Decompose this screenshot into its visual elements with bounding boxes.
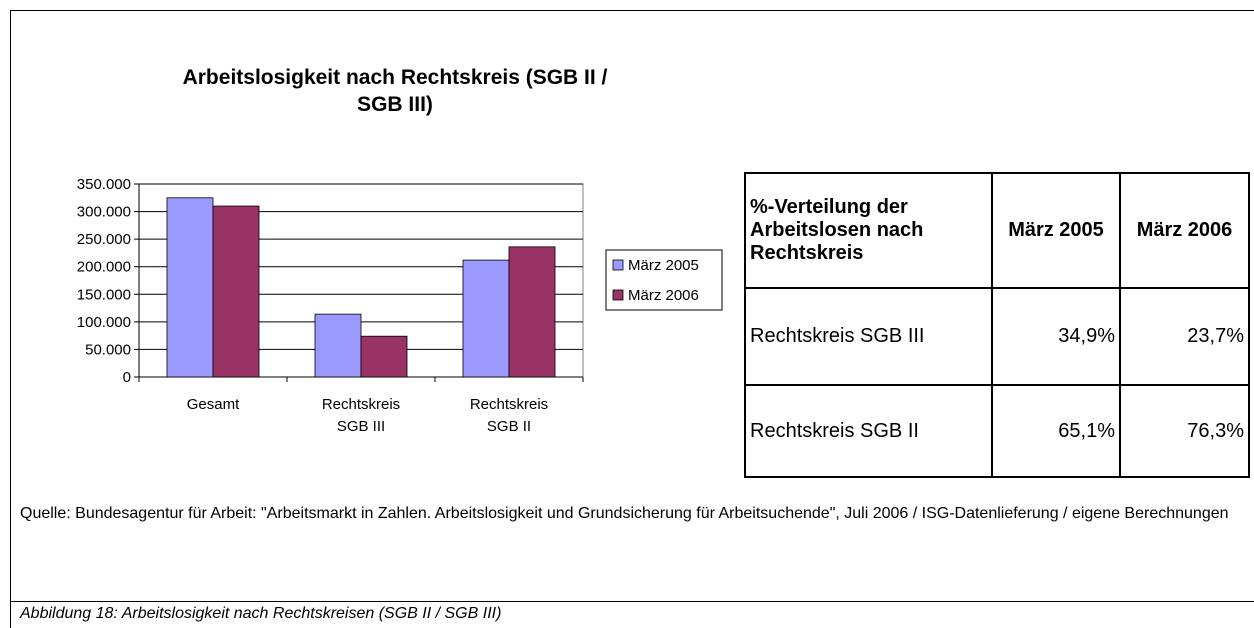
caption: Abbildung 18: Arbeitslosigkeit nach Rech… — [20, 605, 502, 622]
bar — [166, 197, 214, 378]
cell: 34,9% — [991, 287, 1121, 386]
legend-swatch — [612, 289, 624, 301]
x-tick-label: Rechtskreis SGB III — [321, 396, 401, 435]
y-tick-label: 100.000 — [77, 314, 131, 331]
legend-label: März 2005 — [628, 257, 699, 274]
cell: 23,7% — [1119, 287, 1250, 386]
cell: 76,3% — [1119, 384, 1250, 478]
frame-left — [10, 10, 11, 628]
cell: Rechtskreis SGB III — [744, 287, 993, 386]
table-row: Rechtskreis SGB II 65,1% 76,3% — [744, 384, 1250, 478]
chart: 0 50.000 100.000 150.000 200.000 250.000 300.0… — [77, 176, 723, 386]
y-tick-label: 150.000 — [77, 286, 131, 303]
legend-swatch — [612, 259, 624, 271]
y-tick-label: 50.000 — [85, 341, 131, 358]
bar — [462, 259, 510, 378]
cell: Rechtskreis SGB II — [744, 384, 993, 478]
bar — [508, 246, 556, 378]
y-tick-label: 200.000 — [77, 259, 131, 276]
bar — [212, 205, 260, 378]
legend-label: März 2006 — [628, 287, 699, 304]
bar — [360, 335, 408, 378]
source: Quelle: Bundesagentur für Arbeit: "Arbei… — [20, 505, 1229, 522]
frame-top — [10, 10, 1254, 11]
x-tick-label: Gesamt — [186, 396, 240, 413]
y-tick-label: 0 — [123, 369, 131, 386]
caption-rule — [10, 601, 1254, 602]
table: %-Verteilung der Arbeitslosen nach Recht… — [744, 172, 1250, 478]
y-tick-label: 300.000 — [77, 204, 131, 221]
header-cell: %-Verteilung der Arbeitslosen nach Recht… — [744, 172, 993, 289]
legend — [605, 249, 723, 311]
bar — [314, 313, 362, 378]
table-header: %-Verteilung der Arbeitslosen nach Recht… — [744, 172, 1250, 289]
chart-title: Arbeitslosigkeit nach Rechtskreis (SGB I… — [182, 66, 608, 116]
table-row: Rechtskreis SGB III 34,9% 23,7% — [744, 287, 1250, 386]
x-tick-label: Rechtskreis SGB II — [469, 396, 549, 435]
header-cell: März 2005 — [991, 172, 1121, 289]
y-tick-label: 250.000 — [77, 231, 131, 248]
y-tick-label: 350.000 — [77, 176, 131, 193]
cell: 65,1% — [991, 384, 1121, 478]
header-cell: März 2006 — [1119, 172, 1250, 289]
